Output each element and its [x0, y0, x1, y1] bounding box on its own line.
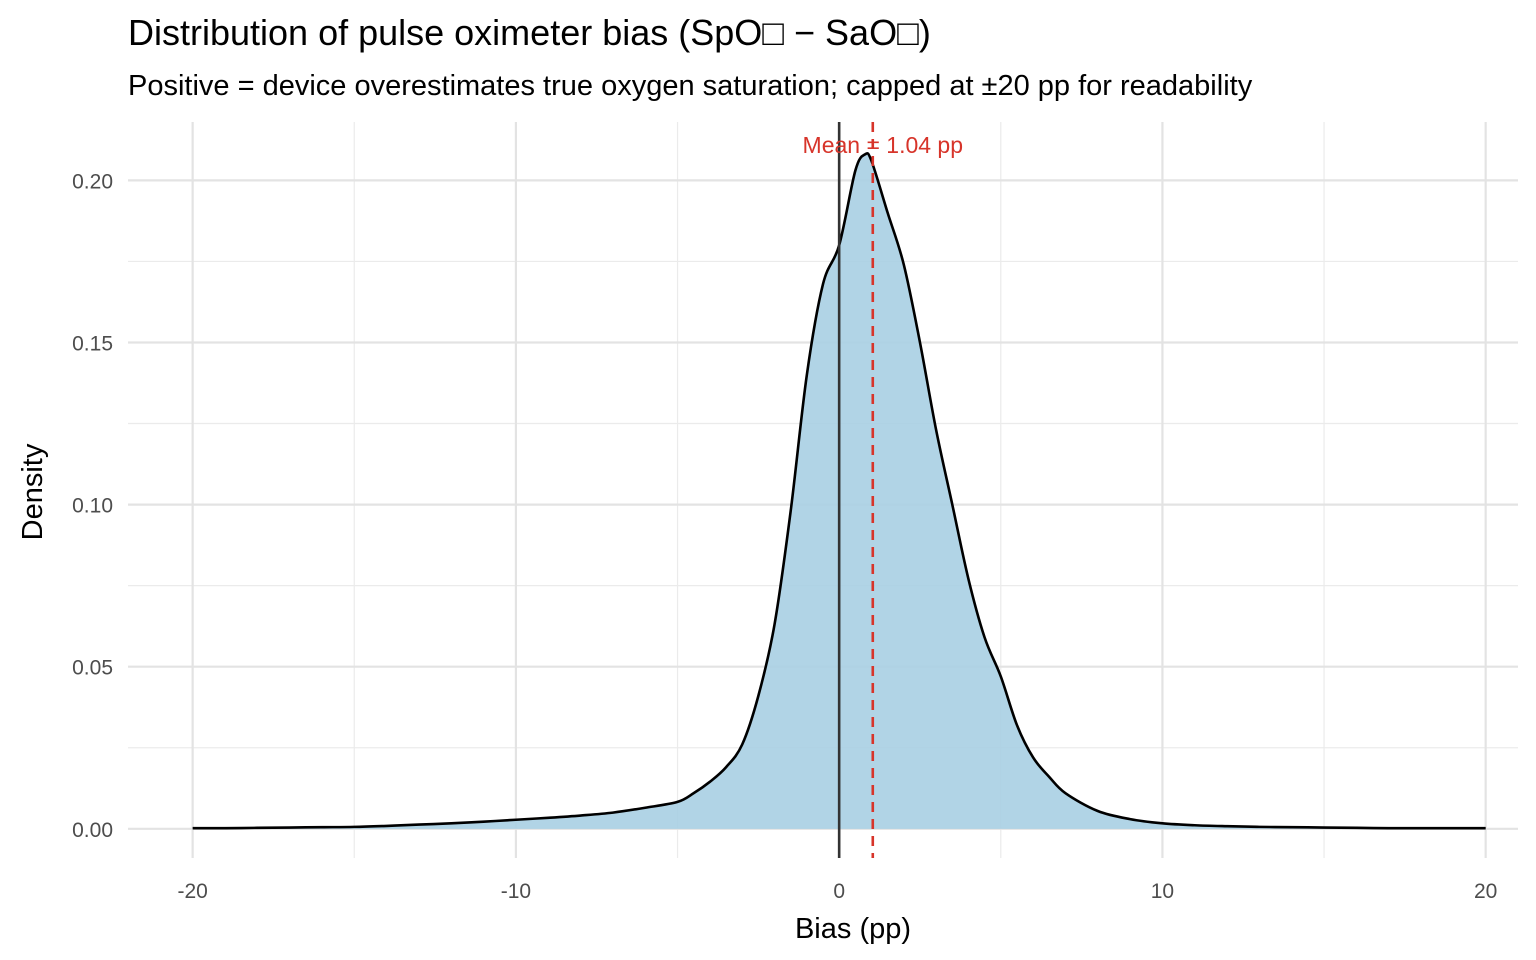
x-tick-label: -10 [501, 880, 531, 903]
x-axis-ticks: -20 -10 0 10 20 [177, 880, 1497, 903]
y-tick-label: 0.10 [72, 495, 113, 518]
x-tick-label: 10 [1151, 880, 1174, 903]
chart-subtitle: Positive = device overestimates true oxy… [128, 70, 1253, 102]
x-tick-label: 0 [833, 880, 845, 903]
y-tick-label: 0.00 [72, 819, 113, 842]
y-axis-ticks: 0.00 0.05 0.10 0.15 0.20 [72, 170, 113, 841]
chart-title: Distribution of pulse oximeter bias (SpO… [128, 12, 931, 53]
y-axis-title: Density [17, 443, 49, 540]
mean-annotation: Mean = 1.04 pp [803, 132, 963, 158]
x-axis-title: Bias (pp) [795, 913, 911, 945]
x-tick-label: 20 [1474, 880, 1497, 903]
y-tick-label: 0.15 [72, 332, 113, 355]
density-curve [192, 151, 1486, 830]
y-tick-label: 0.05 [72, 657, 113, 680]
y-tick-label: 0.20 [72, 170, 113, 193]
x-tick-label: -20 [177, 880, 207, 903]
